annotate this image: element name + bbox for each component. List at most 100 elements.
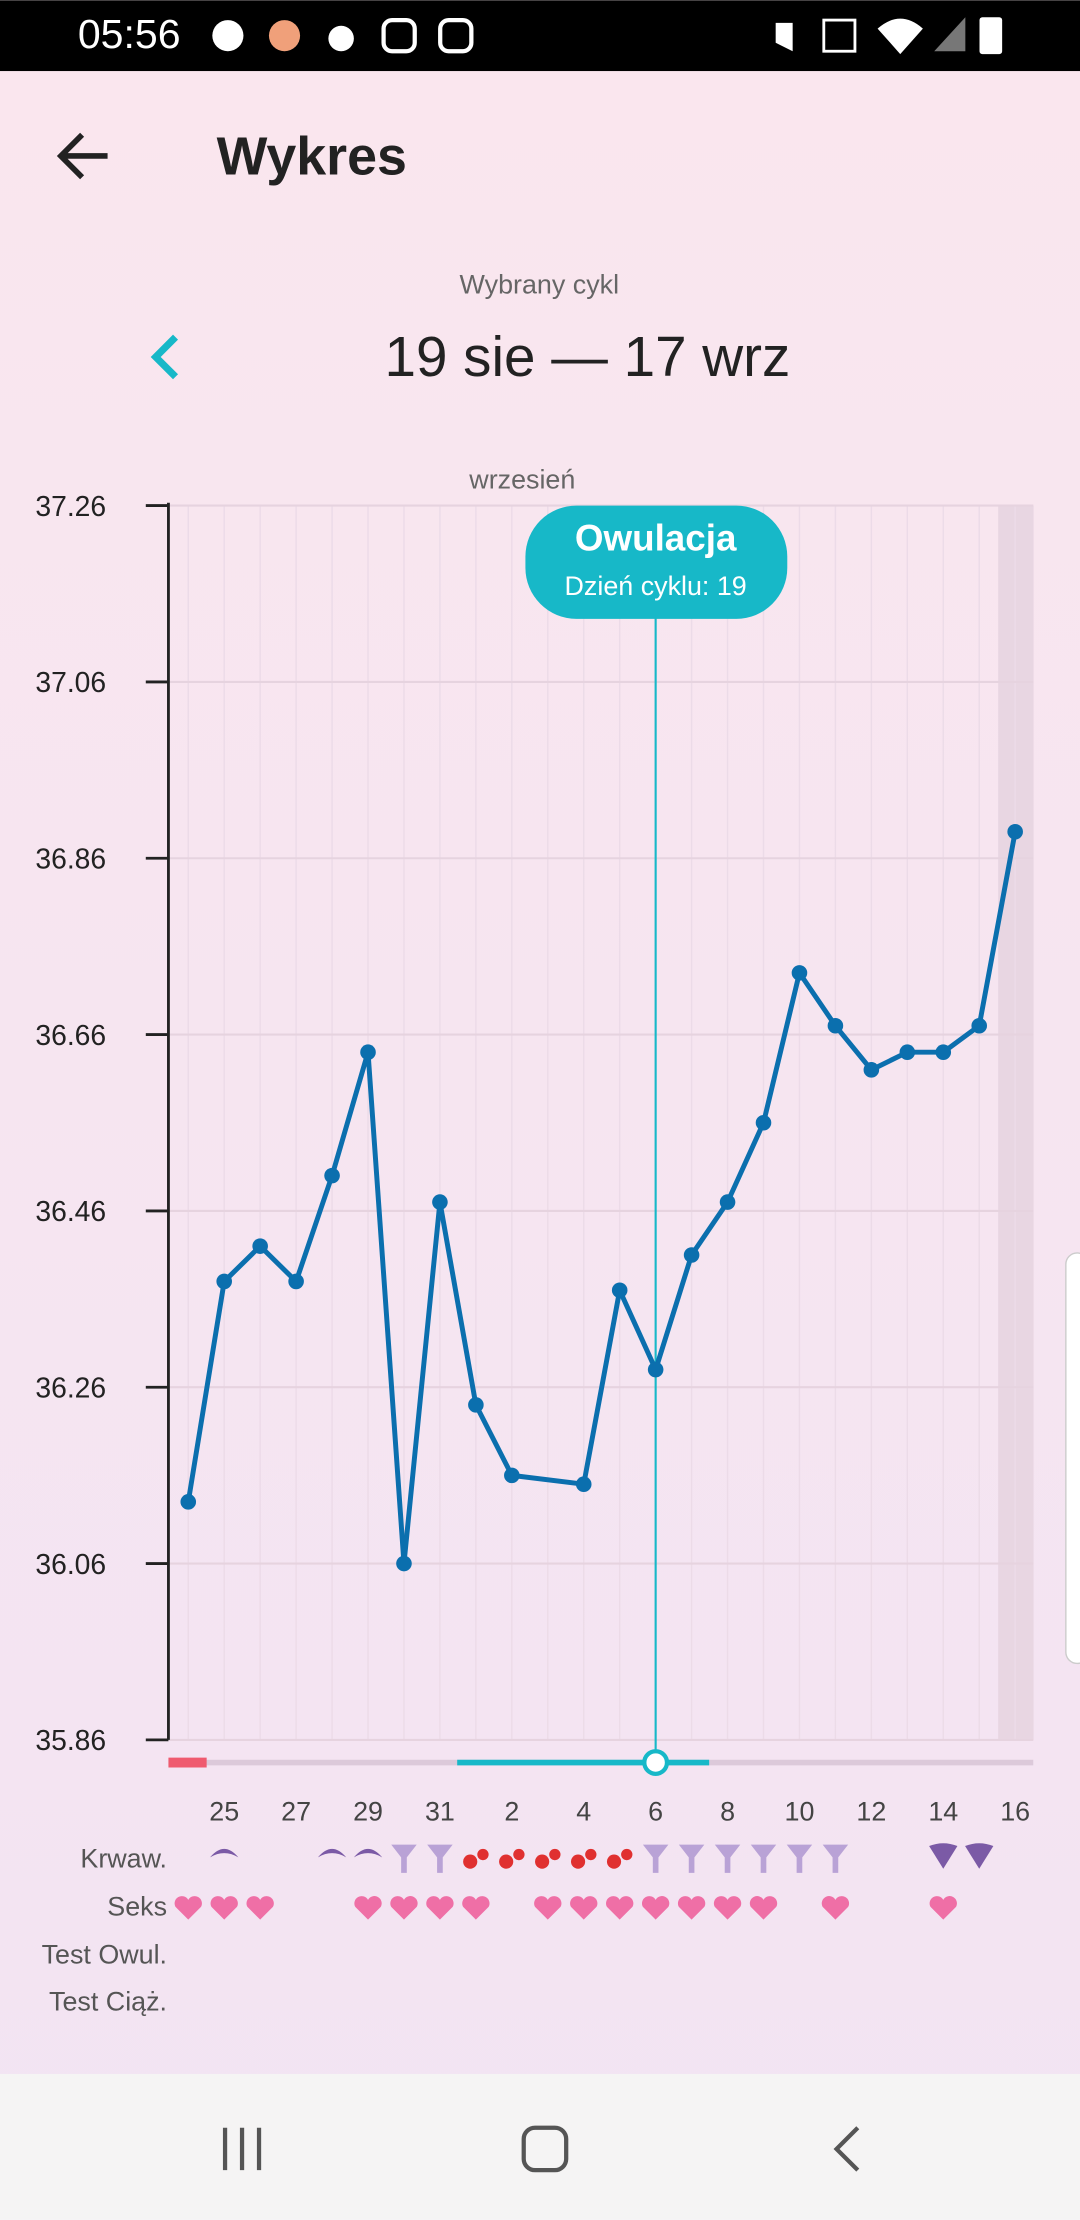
x-tick-label: 4: [576, 1797, 591, 1827]
data-point: [935, 1044, 952, 1060]
cycle-range: 19 sie — 17 wrz: [384, 325, 790, 388]
y-tick-label: 37.26: [35, 490, 106, 522]
heavy-bleeding-icon: [513, 1848, 525, 1861]
sex-icon: [390, 1896, 418, 1920]
x-tick-label: 14: [928, 1797, 958, 1827]
x-tick-label: 8: [720, 1797, 735, 1827]
heavy-bleeding-icon: [621, 1848, 633, 1861]
cycle-label: Wybrany cykl: [460, 269, 620, 299]
sex-icon: [713, 1896, 742, 1920]
line-segment: [725, 1120, 766, 1205]
spotting-icon: [427, 1844, 453, 1873]
medium-bleeding-icon: [965, 1843, 994, 1869]
line-segment: [329, 1049, 371, 1179]
ovulation-dot: [642, 1749, 670, 1776]
heavy-bleeding-icon: [570, 1854, 586, 1869]
x-tick-label: 27: [281, 1797, 311, 1827]
heavy-bleeding-icon: [606, 1854, 622, 1869]
y-tick-label: 36.46: [35, 1195, 106, 1227]
back-button[interactable]: [56, 132, 108, 180]
x-tick-label: 12: [856, 1797, 886, 1827]
status-icons: [212, 17, 1003, 55]
spotting-icon: [786, 1844, 813, 1873]
sex-icon: [174, 1896, 202, 1920]
data-point: [396, 1555, 412, 1572]
sex-icon: [821, 1896, 850, 1920]
x-tick-label: 16: [1000, 1797, 1030, 1827]
line-segment: [437, 1199, 479, 1408]
data-point: [755, 1114, 772, 1131]
data-point: [252, 1238, 268, 1254]
y-tick-label: 36.26: [35, 1372, 106, 1404]
ovulation-subtitle: Dzień cyklu: 19: [565, 571, 747, 601]
spotting-icon: [714, 1844, 741, 1873]
spotting-icon: [750, 1844, 777, 1873]
line-segment: [401, 1199, 443, 1567]
x-tick-label: 2: [504, 1797, 519, 1827]
line-segment: [761, 970, 802, 1126]
medium-bleeding-icon: [929, 1843, 958, 1869]
recent-button[interactable]: [222, 2127, 262, 2171]
line-segment: [976, 829, 1018, 1029]
ovulation-bubble: [525, 505, 788, 619]
sex-icon: [677, 1896, 706, 1920]
symptom-row-label: Krwaw.: [80, 1843, 167, 1873]
spotting-icon: [642, 1844, 669, 1873]
data-point: [324, 1167, 340, 1184]
spotting-icon: [678, 1844, 705, 1873]
line-segment: [509, 1472, 587, 1487]
data-point: [1007, 824, 1023, 840]
data-point: [432, 1194, 448, 1210]
y-tick-label: 37.06: [35, 666, 106, 698]
symptom-row-label: Seks: [107, 1891, 167, 1921]
ovulation-title: Owulacja: [575, 518, 737, 559]
symptom-row-label: Test Owul.: [42, 1940, 167, 1970]
heavy-bleeding-icon: [499, 1854, 514, 1869]
spotting-icon: [822, 1844, 849, 1873]
home-button[interactable]: [521, 2125, 569, 2173]
data-point: [827, 1017, 844, 1034]
heavy-bleeding-icon: [477, 1848, 489, 1861]
sex-icon: [210, 1896, 238, 1920]
symptom-row-label: Test Ciąż.: [49, 1986, 167, 2016]
data-point: [683, 1247, 700, 1263]
x-tick-label: 31: [425, 1797, 455, 1827]
line-segment: [653, 1252, 695, 1373]
sex-icon: [606, 1896, 634, 1920]
nav-bar: [0, 2073, 1080, 2220]
data-point: [647, 1361, 664, 1378]
x-tick-label: 25: [209, 1797, 239, 1827]
sex-icon: [570, 1896, 598, 1920]
scroll-handle[interactable]: [1065, 1252, 1080, 1665]
heavy-bleeding-icon: [463, 1854, 478, 1869]
heavy-bleeding-icon: [585, 1848, 597, 1861]
y-tick-label: 36.86: [35, 843, 106, 875]
sex-icon: [534, 1896, 562, 1920]
x-tick-label: 29: [353, 1797, 383, 1827]
y-tick-label: 36.66: [35, 1019, 106, 1051]
sex-icon: [354, 1896, 382, 1920]
line-segment: [581, 1287, 623, 1487]
sex-icon: [929, 1896, 957, 1920]
line-segment: [257, 1243, 299, 1284]
sex-icon: [462, 1896, 490, 1920]
data-point: [971, 1017, 988, 1034]
sex-icon: [246, 1896, 274, 1920]
data-point: [611, 1282, 628, 1299]
back-nav-button[interactable]: [833, 2126, 860, 2172]
data-point: [575, 1476, 592, 1492]
line-segment: [617, 1287, 659, 1373]
month-label: wrzesień: [468, 465, 575, 495]
screen-title: Wykres: [217, 126, 407, 186]
data-point: [216, 1273, 232, 1290]
nav-buttons: [222, 2125, 860, 2173]
sex-icon: [641, 1896, 670, 1920]
line-segment: [473, 1402, 515, 1478]
data-point: [791, 965, 808, 981]
previous-cycle[interactable]: [150, 334, 179, 380]
line-segment: [221, 1243, 263, 1284]
sex-icon: [426, 1896, 454, 1920]
line-segment: [832, 1023, 874, 1073]
